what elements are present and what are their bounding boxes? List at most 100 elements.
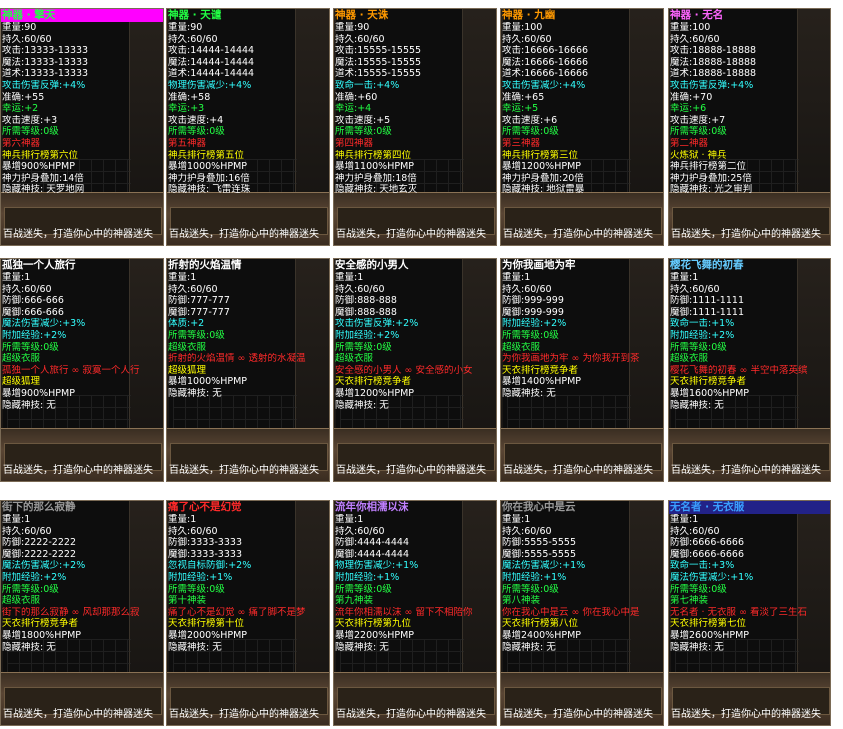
item-stat-line: 魔御:666-666 xyxy=(2,306,64,318)
item-stat-line: 隐藏神技: 无 xyxy=(2,641,56,653)
item-stat-line: 魔法:13333-13333 xyxy=(2,56,89,68)
item-stat-line: 神兵排行榜第六位 xyxy=(2,149,79,161)
item-stat-line: 魔法伤害减少:+3% xyxy=(2,318,86,330)
item-name: 街下的那么寂静 xyxy=(2,501,76,513)
item-stat-line: 超级狐理 xyxy=(2,376,41,388)
item-stat-line: 重量:1 xyxy=(670,514,699,525)
item-stat-line: 道术:13333-13333 xyxy=(2,68,89,80)
item-stat-line: 魔法:18888-18888 xyxy=(670,56,757,68)
item-stat-line: 防御:6666-6666 xyxy=(670,537,744,549)
item-stat-line: 隐藏神技: 地狱雷暴 xyxy=(502,184,585,196)
item-stat-line: 攻击:13333-13333 xyxy=(2,45,89,57)
item-stat-line: 无名者 · 无衣服 ∞ 看淡了三生石 xyxy=(670,606,808,618)
item-stat-line: 所需等级:0级 xyxy=(335,126,392,138)
item-stat-line: 神力护身叠加:14倍 xyxy=(2,172,84,184)
item-stat-line: 第九神装 xyxy=(335,595,374,607)
item-stat-line: 附加经验:+2% xyxy=(2,329,67,341)
item-tooltip-card: 你在我心中是云 重量:1 持久:60/60 防御:5555-5555 魔御:5555-5… xyxy=(500,500,664,726)
item-stat-line: 攻击速度:+5 xyxy=(335,114,391,126)
frame-inset xyxy=(672,687,830,715)
item-stat-line: 准确:+58 xyxy=(168,91,211,103)
footer-slogan: 百战迷失，打造你心中的神器迷失 xyxy=(3,709,153,721)
item-stat-line: 幸运:+5 xyxy=(502,103,539,115)
item-stat-line: 第七神装 xyxy=(670,595,709,607)
item-stat-line: 重量:1 xyxy=(168,514,197,525)
item-stat-line: 魔法:16666-16666 xyxy=(502,56,589,68)
item-stat-line: 暴增900%HPMP xyxy=(2,387,75,399)
item-stat-line: 持久:60/60 xyxy=(168,283,218,295)
item-stat-line: 魔御:4444-4444 xyxy=(335,548,409,560)
item-stat-line: 所需等级:0级 xyxy=(670,126,727,138)
footer-slogan: 百战迷失，打造你心中的神器迷失 xyxy=(169,709,319,721)
item-stat-line: 所需等级:0级 xyxy=(670,341,727,353)
item-stat-line: 防御:888-888 xyxy=(335,295,397,307)
item-stat-line: 重量:1 xyxy=(502,272,531,283)
item-stat-line: 天衣排行榜第七位 xyxy=(670,618,747,630)
item-stat-line: 攻击速度:+6 xyxy=(502,114,558,126)
item-name: 安全感的小男人 xyxy=(335,259,409,271)
item-stat-line: 防御:777-777 xyxy=(168,295,230,307)
item-stat-line: 为你我画地为牢 ∞ 为你我开到茶 xyxy=(502,353,640,365)
item-name: 神器 · 天谴 xyxy=(168,9,222,21)
item-stat-line: 重量:1 xyxy=(168,272,197,283)
item-stat-line: 隐藏神技: 无 xyxy=(502,387,556,399)
item-stat-line: 神兵排行榜第三位 xyxy=(502,149,579,161)
item-stat-line: 物理伤害减少:+1% xyxy=(335,560,419,572)
item-stat-line: 攻击伤害反弹:+4% xyxy=(2,79,86,91)
item-stat-line: 隐藏神技: 无 xyxy=(670,399,724,411)
item-stat-line: 樱花飞舞的初春 ∞ 半空中落英缤 xyxy=(670,364,808,376)
frame-inset xyxy=(337,207,495,235)
footer-slogan: 百战迷失，打造你心中的神器迷失 xyxy=(169,465,319,477)
item-name: 神器 · 九幽 xyxy=(502,9,556,21)
footer-slogan: 百战迷失，打造你心中的神器迷失 xyxy=(3,229,153,241)
item-stat-line: 致命一击:+4% xyxy=(335,79,400,91)
item-stat-line: 第四神器 xyxy=(335,137,374,149)
item-stat-line: 第六神器 xyxy=(2,137,41,149)
item-stat-line: 致命一击:+3% xyxy=(670,560,735,572)
item-name: 神器 · 天诛 xyxy=(335,9,389,21)
footer-slogan: 百战迷失，打造你心中的神器迷失 xyxy=(336,709,486,721)
item-stat-line: 隐藏神技: 无 xyxy=(502,641,556,653)
item-stat-line: 魔法伤害减少:+1% xyxy=(670,571,754,583)
item-stat-line: 隐藏神技: 无 xyxy=(2,399,56,411)
item-stat-line: 附加经验:+2% xyxy=(502,318,567,330)
item-stat-line: 隐藏神技: 光之审判 xyxy=(670,184,753,196)
item-name: 折射的火焰温情 xyxy=(168,259,242,271)
item-stat-line: 道术:16666-16666 xyxy=(502,68,589,80)
item-stat-line: 攻击伤害反弹:+2% xyxy=(335,318,419,330)
item-stat-line: 魔御:1111-1111 xyxy=(670,306,744,318)
item-stat-line: 重量:90 xyxy=(2,22,37,33)
item-stat-line: 超级衣服 xyxy=(2,353,41,365)
item-stat-line: 持久:60/60 xyxy=(502,33,552,45)
item-tooltip-card: 孤独一个人旅行 重量:1 持久:60/60 防御:666-666 魔御:666-666 魔… xyxy=(0,258,164,482)
item-tooltip-card: 神器 · 无名 重量:100 持久:60/60 攻击:18888-18888 魔法:18… xyxy=(668,8,831,246)
item-stat-line: 隐藏神技: 无 xyxy=(168,387,222,399)
item-stat-line: 神兵排行榜第五位 xyxy=(168,149,245,161)
item-stat-line: 防御:999-999 xyxy=(502,295,564,307)
item-stat-line: 暴增1000%HPMP xyxy=(168,376,248,388)
item-stat-line: 暴增1200%HPMP xyxy=(502,161,582,173)
item-stat-line: 持久:60/60 xyxy=(168,33,218,45)
item-stat-line: 魔法伤害减少:+2% xyxy=(2,560,86,572)
item-stat-line: 超级衣服 xyxy=(502,341,541,353)
item-stat-line: 神兵排行榜第四位 xyxy=(335,149,412,161)
item-stat-line: 持久:60/60 xyxy=(335,525,385,537)
item-stat-line: 天衣排行榜竞争者 xyxy=(2,618,79,630)
tooltip-lines: 为你我画地为牢 重量:1 持久:60/60 防御:999-999 魔御:999-999 附… xyxy=(501,259,663,400)
tooltip-lines: 流年你相濡以沫 重量:1 持久:60/60 防御:4444-4444 魔御:4444-4… xyxy=(334,501,496,653)
item-stat-line: 暴增1800%HPMP xyxy=(2,629,82,641)
item-name: 你在我心中是云 xyxy=(502,501,576,513)
item-stat-line: 防御:666-666 xyxy=(2,295,64,307)
item-stat-line: 准确:+60 xyxy=(335,91,378,103)
item-stat-line: 附加经验:+2% xyxy=(335,329,400,341)
item-stat-line: 魔法伤害减少:+1% xyxy=(502,560,586,572)
item-stat-line: 体质:+2 xyxy=(168,318,205,330)
item-stat-line: 魔御:3333-3333 xyxy=(168,548,242,560)
item-name: 神器 · 擎天 xyxy=(1,9,163,22)
item-stat-line: 所需等级:0级 xyxy=(502,126,559,138)
item-stat-line: 天衣排行榜第九位 xyxy=(335,618,412,630)
item-stat-line: 持久:60/60 xyxy=(335,283,385,295)
item-stat-line: 附加经验:+1% xyxy=(335,571,400,583)
item-stat-line: 孤独一个人旅行 ∞ 寂寞一个人行 xyxy=(2,364,140,376)
item-stat-line: 附加经验:+2% xyxy=(2,571,67,583)
